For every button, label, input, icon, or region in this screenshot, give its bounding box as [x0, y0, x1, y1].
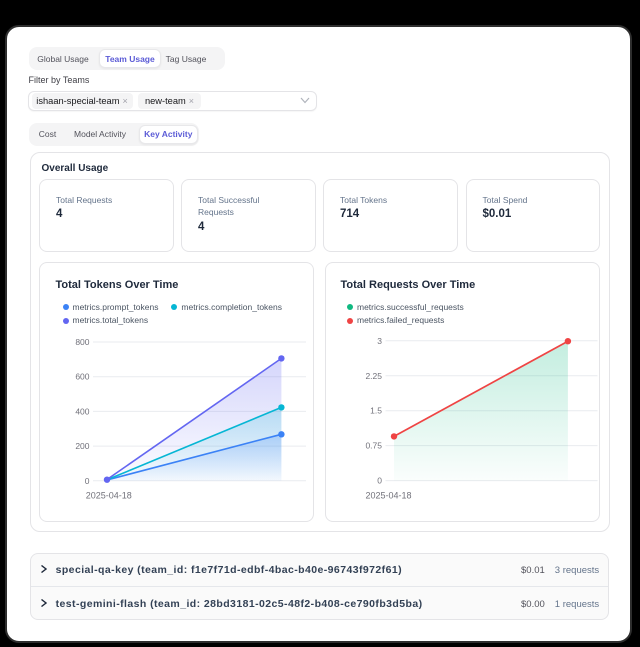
svg-text:0: 0	[85, 476, 90, 486]
svg-text:2025-04-18: 2025-04-18	[86, 491, 132, 501]
svg-text:1.5: 1.5	[370, 406, 382, 416]
svg-text:0: 0	[377, 476, 382, 486]
svg-text:200: 200	[75, 441, 89, 451]
svg-text:2.25: 2.25	[365, 371, 382, 381]
svg-text:800: 800	[75, 337, 89, 347]
svg-text:3: 3	[377, 336, 382, 346]
svg-text:400: 400	[75, 406, 89, 416]
svg-text:600: 600	[75, 372, 89, 382]
svg-text:2025-04-18: 2025-04-18	[365, 491, 411, 501]
svg-text:0.75: 0.75	[365, 441, 382, 451]
